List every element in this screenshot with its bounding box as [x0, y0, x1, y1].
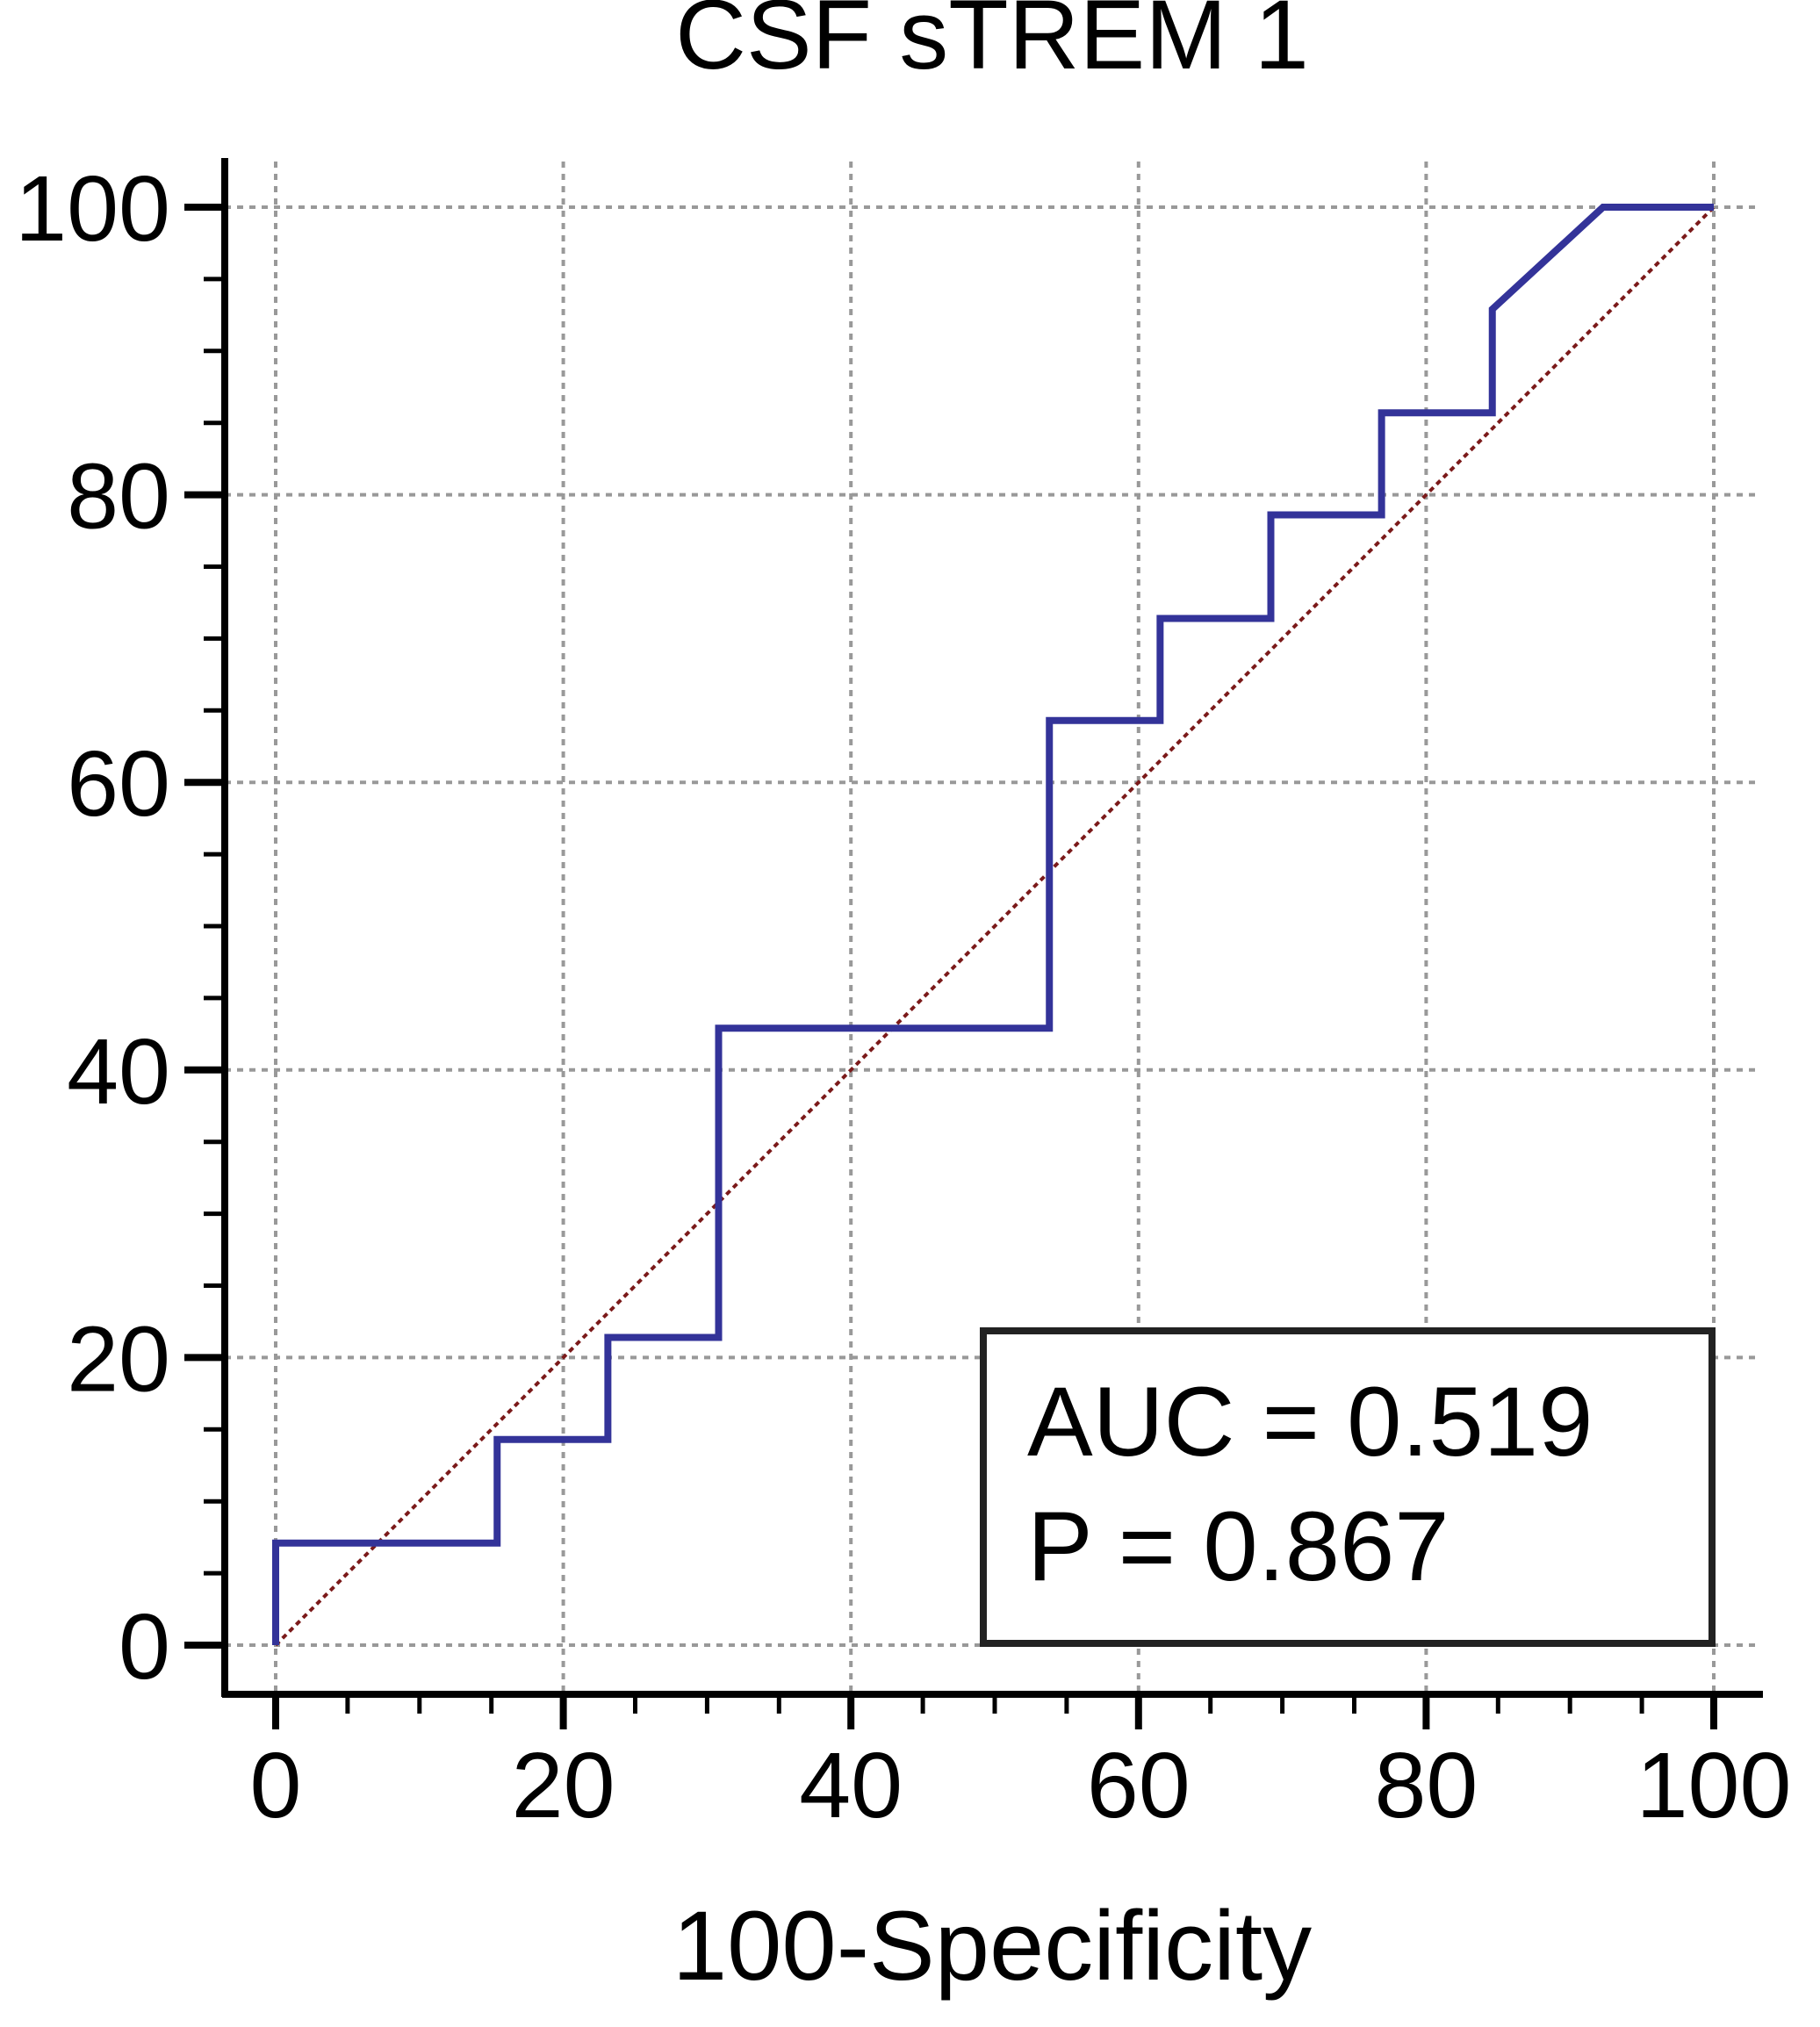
x-axis-label: 100-Specificity	[673, 1891, 1312, 2001]
y-tick-label-0: 0	[119, 1595, 170, 1699]
roc-curve-line	[272, 204, 1714, 1645]
x-tick-label-100: 100	[1637, 1734, 1792, 1837]
tick-labels: 0 20 40 60 80 100 0 20 40 60 80 100	[15, 157, 1791, 1837]
x-tick-label-40: 40	[799, 1734, 903, 1837]
axes	[184, 158, 1763, 1729]
x-tick-label-0: 0	[250, 1734, 302, 1837]
x-tick-label-20: 20	[512, 1734, 615, 1837]
auc-box: AUC = 0.519 P = 0.867	[980, 1327, 1716, 1647]
x-tick-label-80: 80	[1374, 1734, 1478, 1837]
y-tick-label-80: 80	[67, 445, 170, 549]
chart-title: CSF sTREM 1	[675, 0, 1309, 90]
p-value-label: P = 0.867	[1027, 1491, 1450, 1601]
reference-line	[274, 205, 1716, 1647]
x-tick-label-60: 60	[1087, 1734, 1191, 1837]
y-tick-label-40: 40	[67, 1020, 170, 1124]
series-layer	[272, 204, 1714, 1645]
y-tick-label-100: 100	[15, 157, 170, 261]
reference-diagonal	[274, 205, 1716, 1647]
y-tick-label-20: 20	[67, 1307, 170, 1411]
y-tick-label-60: 60	[67, 732, 170, 836]
auc-label: AUC = 0.519	[1027, 1367, 1593, 1477]
auc-box-frame	[980, 1327, 1716, 1647]
